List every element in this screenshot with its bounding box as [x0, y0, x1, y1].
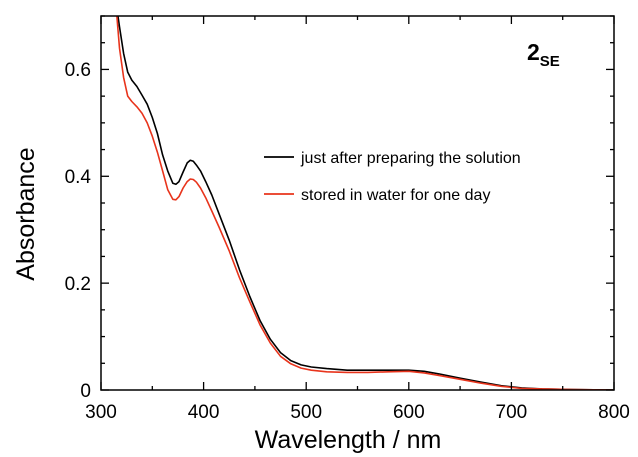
legend: just after preparing the solution stored…	[264, 150, 521, 204]
x-tick-label-300: 300	[85, 402, 117, 423]
x-tick-label-700: 700	[496, 402, 528, 423]
y-tick-label-0.4: 0.4	[65, 167, 92, 188]
y-tick-label-0.6: 0.6	[65, 60, 91, 81]
x-tick-label-600: 600	[393, 402, 425, 423]
tick-layer	[100, 15, 615, 391]
compound-label: 2SE	[527, 39, 560, 70]
legend-label-fresh: just after preparing the solution	[300, 150, 521, 167]
x-axis-title: Wavelength / nm	[255, 426, 442, 454]
compound-label-main: 2	[527, 39, 540, 65]
legend-label-stored: stored in water for one day	[301, 187, 490, 204]
series-layer	[116, 16, 614, 390]
y-tick-label-0: 0	[80, 381, 91, 402]
series-line-0	[117, 16, 614, 390]
x-tick-label-500: 500	[290, 402, 322, 423]
y-tick-label-0.2: 0.2	[65, 274, 91, 295]
compound-label-subscript: SE	[540, 53, 560, 70]
series-line-1	[116, 16, 614, 390]
y-axis-title: Absorbance	[12, 147, 40, 280]
x-tick-label-800: 800	[598, 402, 630, 423]
x-tick-label-400: 400	[188, 402, 220, 423]
